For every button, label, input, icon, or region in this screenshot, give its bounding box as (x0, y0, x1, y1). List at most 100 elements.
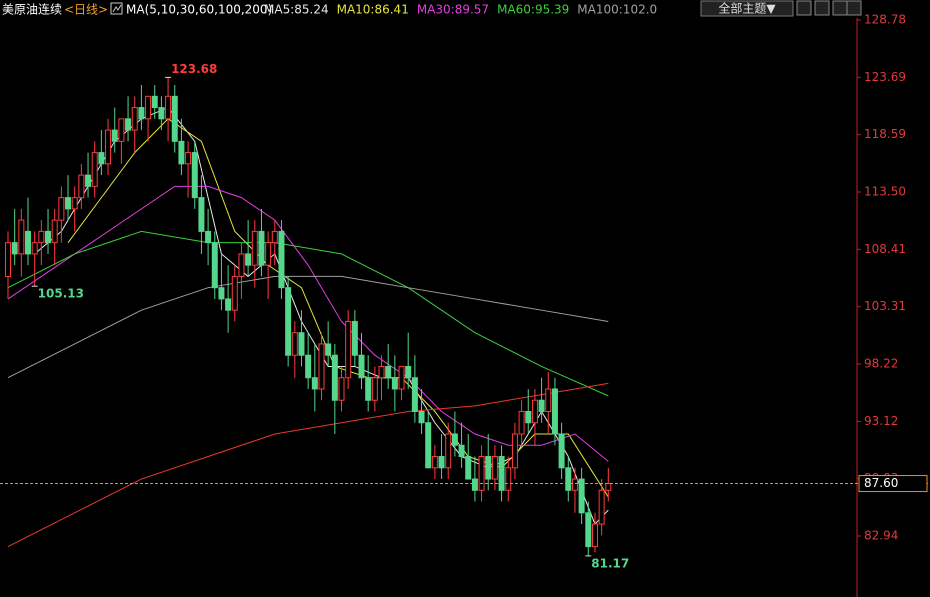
candle-body (551, 388, 558, 435)
candle-body (351, 320, 358, 356)
candle-body (505, 467, 512, 491)
window-buttons[interactable] (796, 0, 862, 16)
candle-body (171, 95, 178, 142)
candle-body (305, 354, 312, 379)
candle-body (291, 332, 298, 356)
candle-body (91, 152, 98, 187)
chart-title: 美原油连续 (2, 2, 62, 17)
candle-body (325, 343, 332, 356)
candle-body (465, 456, 472, 480)
candle-body (591, 523, 598, 548)
candle-body (378, 365, 385, 379)
y-tick-label: 118.59 (864, 127, 906, 141)
candle-body (391, 377, 398, 390)
candle-body (511, 433, 518, 469)
candle-body (71, 197, 78, 210)
candle-body (131, 107, 138, 131)
candle-body (5, 242, 11, 277)
period: <日线> (64, 3, 108, 17)
candle-body (311, 377, 318, 390)
candle-body (245, 253, 252, 266)
candle-body (425, 422, 432, 469)
y-tick-label: 128.78 (864, 13, 906, 27)
candle-body (58, 197, 65, 221)
candle-body (285, 287, 292, 356)
candle-body (438, 456, 445, 469)
candle-body (338, 377, 345, 401)
candle-body (518, 411, 525, 435)
ma-icon[interactable] (110, 2, 123, 15)
candle-body (271, 230, 278, 244)
candle-body (138, 107, 145, 120)
candle-body (431, 456, 438, 469)
candle-body (11, 242, 18, 255)
candle-body (18, 219, 25, 255)
candle-body (531, 399, 538, 424)
candle-body (498, 456, 505, 491)
candle-body (558, 433, 565, 469)
candle-body (145, 95, 152, 120)
annotation-label: 105.13 (38, 287, 84, 301)
candle-body (418, 411, 425, 424)
legend-entry: MA60:95.39 (497, 3, 569, 17)
candle-body (451, 433, 458, 446)
candle-body (538, 399, 545, 413)
candle-body (491, 456, 498, 480)
candle-body (318, 343, 325, 390)
theme-button-label: 全部主题▼ (718, 1, 776, 16)
candle-body (218, 287, 225, 300)
ma-icon-glyph (112, 4, 122, 13)
legend-entry: MA30:89.57 (417, 3, 489, 17)
y-tick-label: 93.12 (864, 414, 898, 428)
ma-params: MA(5,10,30,60,100,200) (126, 3, 272, 17)
y-tick-label: 108.41 (864, 242, 906, 256)
candle-body (265, 242, 272, 266)
y-tick-label: 103.31 (864, 299, 906, 313)
candle-body (598, 489, 605, 525)
candle-body (565, 467, 572, 491)
candle-body (585, 512, 592, 548)
candle-body (231, 275, 238, 311)
candle-body (525, 411, 532, 424)
candle-body (478, 456, 485, 491)
candle-body (258, 230, 265, 266)
legend-entry: MA10:86.41 (337, 3, 409, 17)
candle-body (211, 242, 218, 289)
candle-body (118, 118, 125, 142)
ma-line (7, 185, 609, 462)
candle-body (65, 197, 72, 210)
y-tick-label: 82.94 (864, 529, 898, 543)
legend-entry: MA100:102.0 (577, 3, 657, 17)
candle-body (331, 354, 338, 401)
candle-body (205, 230, 212, 244)
candle-body (111, 129, 118, 142)
candle-body (38, 230, 45, 244)
candle-body (25, 230, 32, 255)
candle-body (411, 377, 418, 413)
candle-body (31, 242, 38, 255)
candle-body (278, 230, 285, 289)
candle-body (125, 118, 132, 131)
ma-line (7, 382, 609, 548)
candle-body (85, 174, 92, 187)
candle-body (298, 332, 305, 356)
candle-body (371, 377, 378, 401)
annotation-label: 123.68 (171, 62, 217, 76)
candle-body (178, 140, 185, 165)
candle-body (545, 388, 552, 413)
candle-body (345, 320, 352, 379)
candle-body (605, 483, 612, 491)
annotation-label: 81.17 (591, 556, 629, 570)
candle-body (151, 95, 158, 109)
candle-body (358, 354, 365, 379)
candle-body (251, 230, 258, 266)
candle-body (158, 107, 165, 120)
ma-line (7, 230, 609, 397)
candle-body (191, 152, 198, 199)
y-tick-label: 98.22 (864, 357, 898, 371)
candle-body (365, 377, 372, 401)
last-price-label: 87.60 (864, 476, 898, 490)
theme-button[interactable] (700, 0, 794, 17)
candle-body (165, 95, 172, 120)
candle-body (78, 174, 85, 199)
